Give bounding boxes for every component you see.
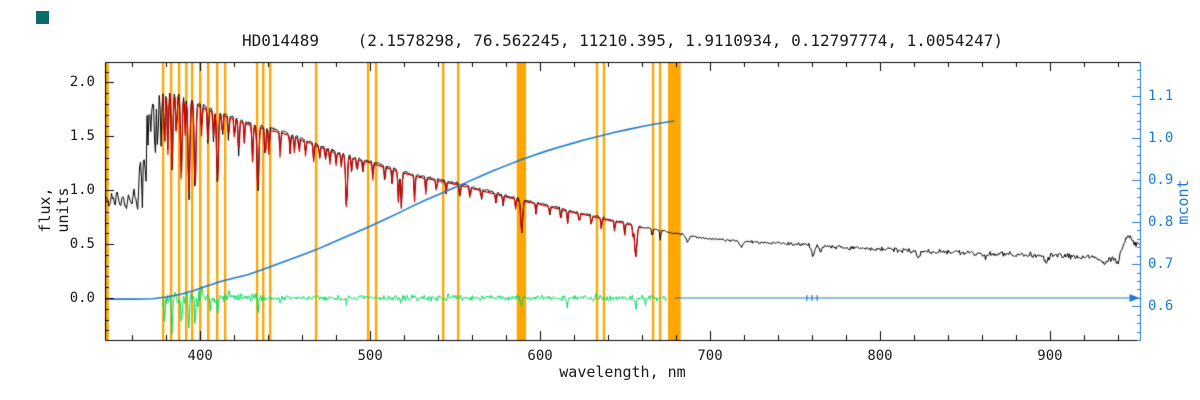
y2-tick-label: 0.8 [1148,214,1174,231]
y2-tick-label: 1.1 [1148,87,1174,104]
x-tick-label: 800 [867,348,893,364]
y-tick-label: 1.5 [69,128,95,145]
y-tick-label: 0.0 [69,289,95,306]
y-tick-label: 2.0 [69,74,95,91]
x-tick-label: 900 [1037,348,1063,364]
y-tick-label: 0.5 [69,236,95,253]
x-tick-label: 600 [527,348,553,364]
y2-tick-label: 1.0 [1148,129,1174,146]
x-tick-label: 700 [697,348,723,364]
y2-tick-label: 0.6 [1148,298,1174,315]
chart-title: HD014489 (2.1578298, 76.562245, 11210.39… [242,31,1003,50]
y-tick-label: 1.0 [69,182,95,199]
x-tick-label: 400 [187,348,213,364]
y2-tick-label: 0.7 [1148,256,1174,273]
x-axis-label: wavelength, nm [559,363,686,381]
x-tick-label: 500 [357,348,383,364]
y2-tick-label: 0.9 [1148,171,1174,188]
right-axis-label: mcont [1174,179,1192,225]
y-axis-label: flux, units [36,187,72,233]
